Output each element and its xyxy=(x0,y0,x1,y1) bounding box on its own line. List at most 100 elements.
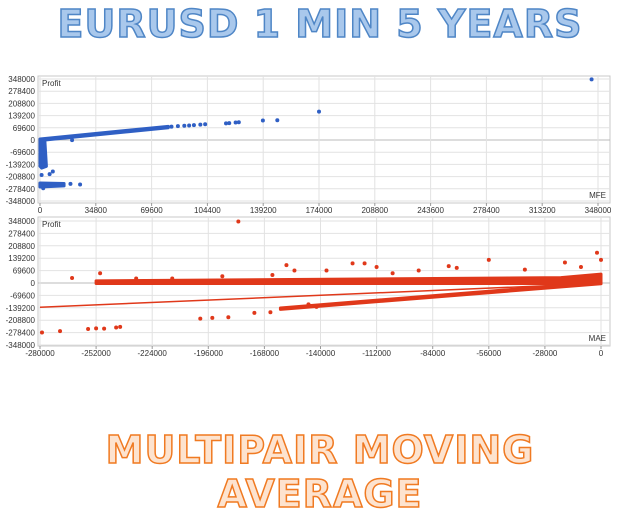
data-point xyxy=(416,268,421,273)
data-point xyxy=(252,310,257,315)
data-point xyxy=(374,264,379,269)
data-point xyxy=(486,257,491,262)
data-point xyxy=(220,274,225,279)
data-point xyxy=(270,272,275,277)
data-point xyxy=(98,271,103,276)
x-tick-label: -140000 xyxy=(306,349,336,358)
charts: 348000278400208800139200696000-69600-139… xyxy=(6,75,612,358)
data-point xyxy=(350,261,355,266)
x-tick-label: 174000 xyxy=(306,206,333,215)
data-point xyxy=(78,182,83,187)
y-tick-label: -348000 xyxy=(6,341,36,350)
data-point xyxy=(191,123,196,128)
top-title: EURUSD 1 MIN 5 YEARS xyxy=(57,1,583,47)
x-tick-label: -252000 xyxy=(81,349,111,358)
data-point xyxy=(362,261,367,266)
data-point xyxy=(227,121,232,126)
data-point xyxy=(226,315,231,320)
data-point xyxy=(454,265,459,270)
data-point xyxy=(187,123,192,128)
dense-point-cluster xyxy=(38,181,66,189)
data-point xyxy=(198,316,203,321)
data-point xyxy=(224,121,228,126)
y-tick-label: 69600 xyxy=(13,124,36,133)
y-tick-label: 278400 xyxy=(8,229,35,238)
data-point xyxy=(236,219,241,224)
dense-point-cluster xyxy=(94,272,603,286)
y-tick-label: 69600 xyxy=(13,267,36,276)
y-tick-label: 348000 xyxy=(8,217,35,226)
data-point xyxy=(182,123,187,128)
y-tick-label: -348000 xyxy=(6,197,36,206)
x-tick-label: -280000 xyxy=(25,349,55,358)
y-tick-label: -208800 xyxy=(6,316,36,325)
data-point xyxy=(203,122,208,127)
x-tick-label: 34800 xyxy=(85,206,108,215)
y-tick-label: -278400 xyxy=(6,329,36,338)
y-tick-label: 0 xyxy=(31,136,36,145)
x-tick-label: -84000 xyxy=(420,349,445,358)
x-tick-label: -224000 xyxy=(138,349,168,358)
y-tick-label: 278400 xyxy=(8,87,35,96)
y-tick-label: 348000 xyxy=(8,75,35,84)
x-tick-label: -56000 xyxy=(476,349,501,358)
data-point xyxy=(86,326,91,331)
data-point xyxy=(134,276,139,281)
x-tick-label: 69600 xyxy=(140,206,163,215)
y-tick-label: 139200 xyxy=(8,112,35,121)
data-point xyxy=(41,186,46,191)
y-tick-label: -139200 xyxy=(6,304,36,313)
mae-chart: 348000 278400 208800 139200 69600 0 -69600 -139… xyxy=(6,216,611,358)
data-point xyxy=(306,302,311,307)
mfe-chart: 348000278400208800139200696000-69600-139… xyxy=(6,75,612,215)
data-point xyxy=(599,257,603,262)
y-tick-label: 208800 xyxy=(8,242,35,251)
data-point xyxy=(40,330,45,335)
x-tick-label: -112000 xyxy=(362,349,391,358)
data-point xyxy=(233,120,238,125)
data-point xyxy=(210,315,215,320)
data-point xyxy=(170,276,175,281)
data-point xyxy=(47,172,52,177)
data-point xyxy=(175,124,180,129)
x-tick-label: -28000 xyxy=(532,349,557,358)
data-point xyxy=(317,109,321,114)
x-tick-label: 278400 xyxy=(473,206,500,215)
y-tick-label: 0 xyxy=(31,279,36,288)
y-tick-label: 139200 xyxy=(8,254,35,263)
y-tick-label: -139200 xyxy=(6,160,36,169)
data-point xyxy=(522,267,527,272)
x-tick-label: -196000 xyxy=(194,349,224,358)
trend-line xyxy=(39,282,602,308)
y-axis-label: Profit xyxy=(42,220,61,229)
data-point xyxy=(102,326,107,331)
data-point xyxy=(68,181,73,186)
data-point xyxy=(118,324,123,329)
data-point xyxy=(236,120,241,125)
data-point xyxy=(292,268,297,273)
data-point xyxy=(70,276,75,281)
x-tick-label: -168000 xyxy=(250,349,280,358)
y-tick-label: -278400 xyxy=(6,185,36,194)
x-tick-label: 208800 xyxy=(361,206,388,215)
data-point xyxy=(114,325,119,330)
data-point xyxy=(50,169,55,174)
x-tick-label: 0 xyxy=(38,206,43,215)
data-point xyxy=(70,138,75,143)
data-point xyxy=(284,263,289,268)
data-point xyxy=(589,77,594,82)
y-tick-label: -69600 xyxy=(10,291,35,300)
data-point xyxy=(578,264,583,269)
data-point xyxy=(390,271,395,276)
data-point xyxy=(94,326,99,331)
data-point xyxy=(58,329,63,334)
data-point xyxy=(275,118,280,123)
x-axis-label: MAE xyxy=(589,334,606,343)
y-tick-label: 208800 xyxy=(8,99,35,108)
data-point xyxy=(562,260,567,265)
x-tick-label: 0 xyxy=(599,349,604,358)
bottom-title: MULTIPAIR MOVING AVERAGE xyxy=(105,427,535,516)
data-point xyxy=(169,124,174,129)
x-tick-label: 104400 xyxy=(194,206,221,215)
y-axis-label: Profit xyxy=(42,79,61,88)
